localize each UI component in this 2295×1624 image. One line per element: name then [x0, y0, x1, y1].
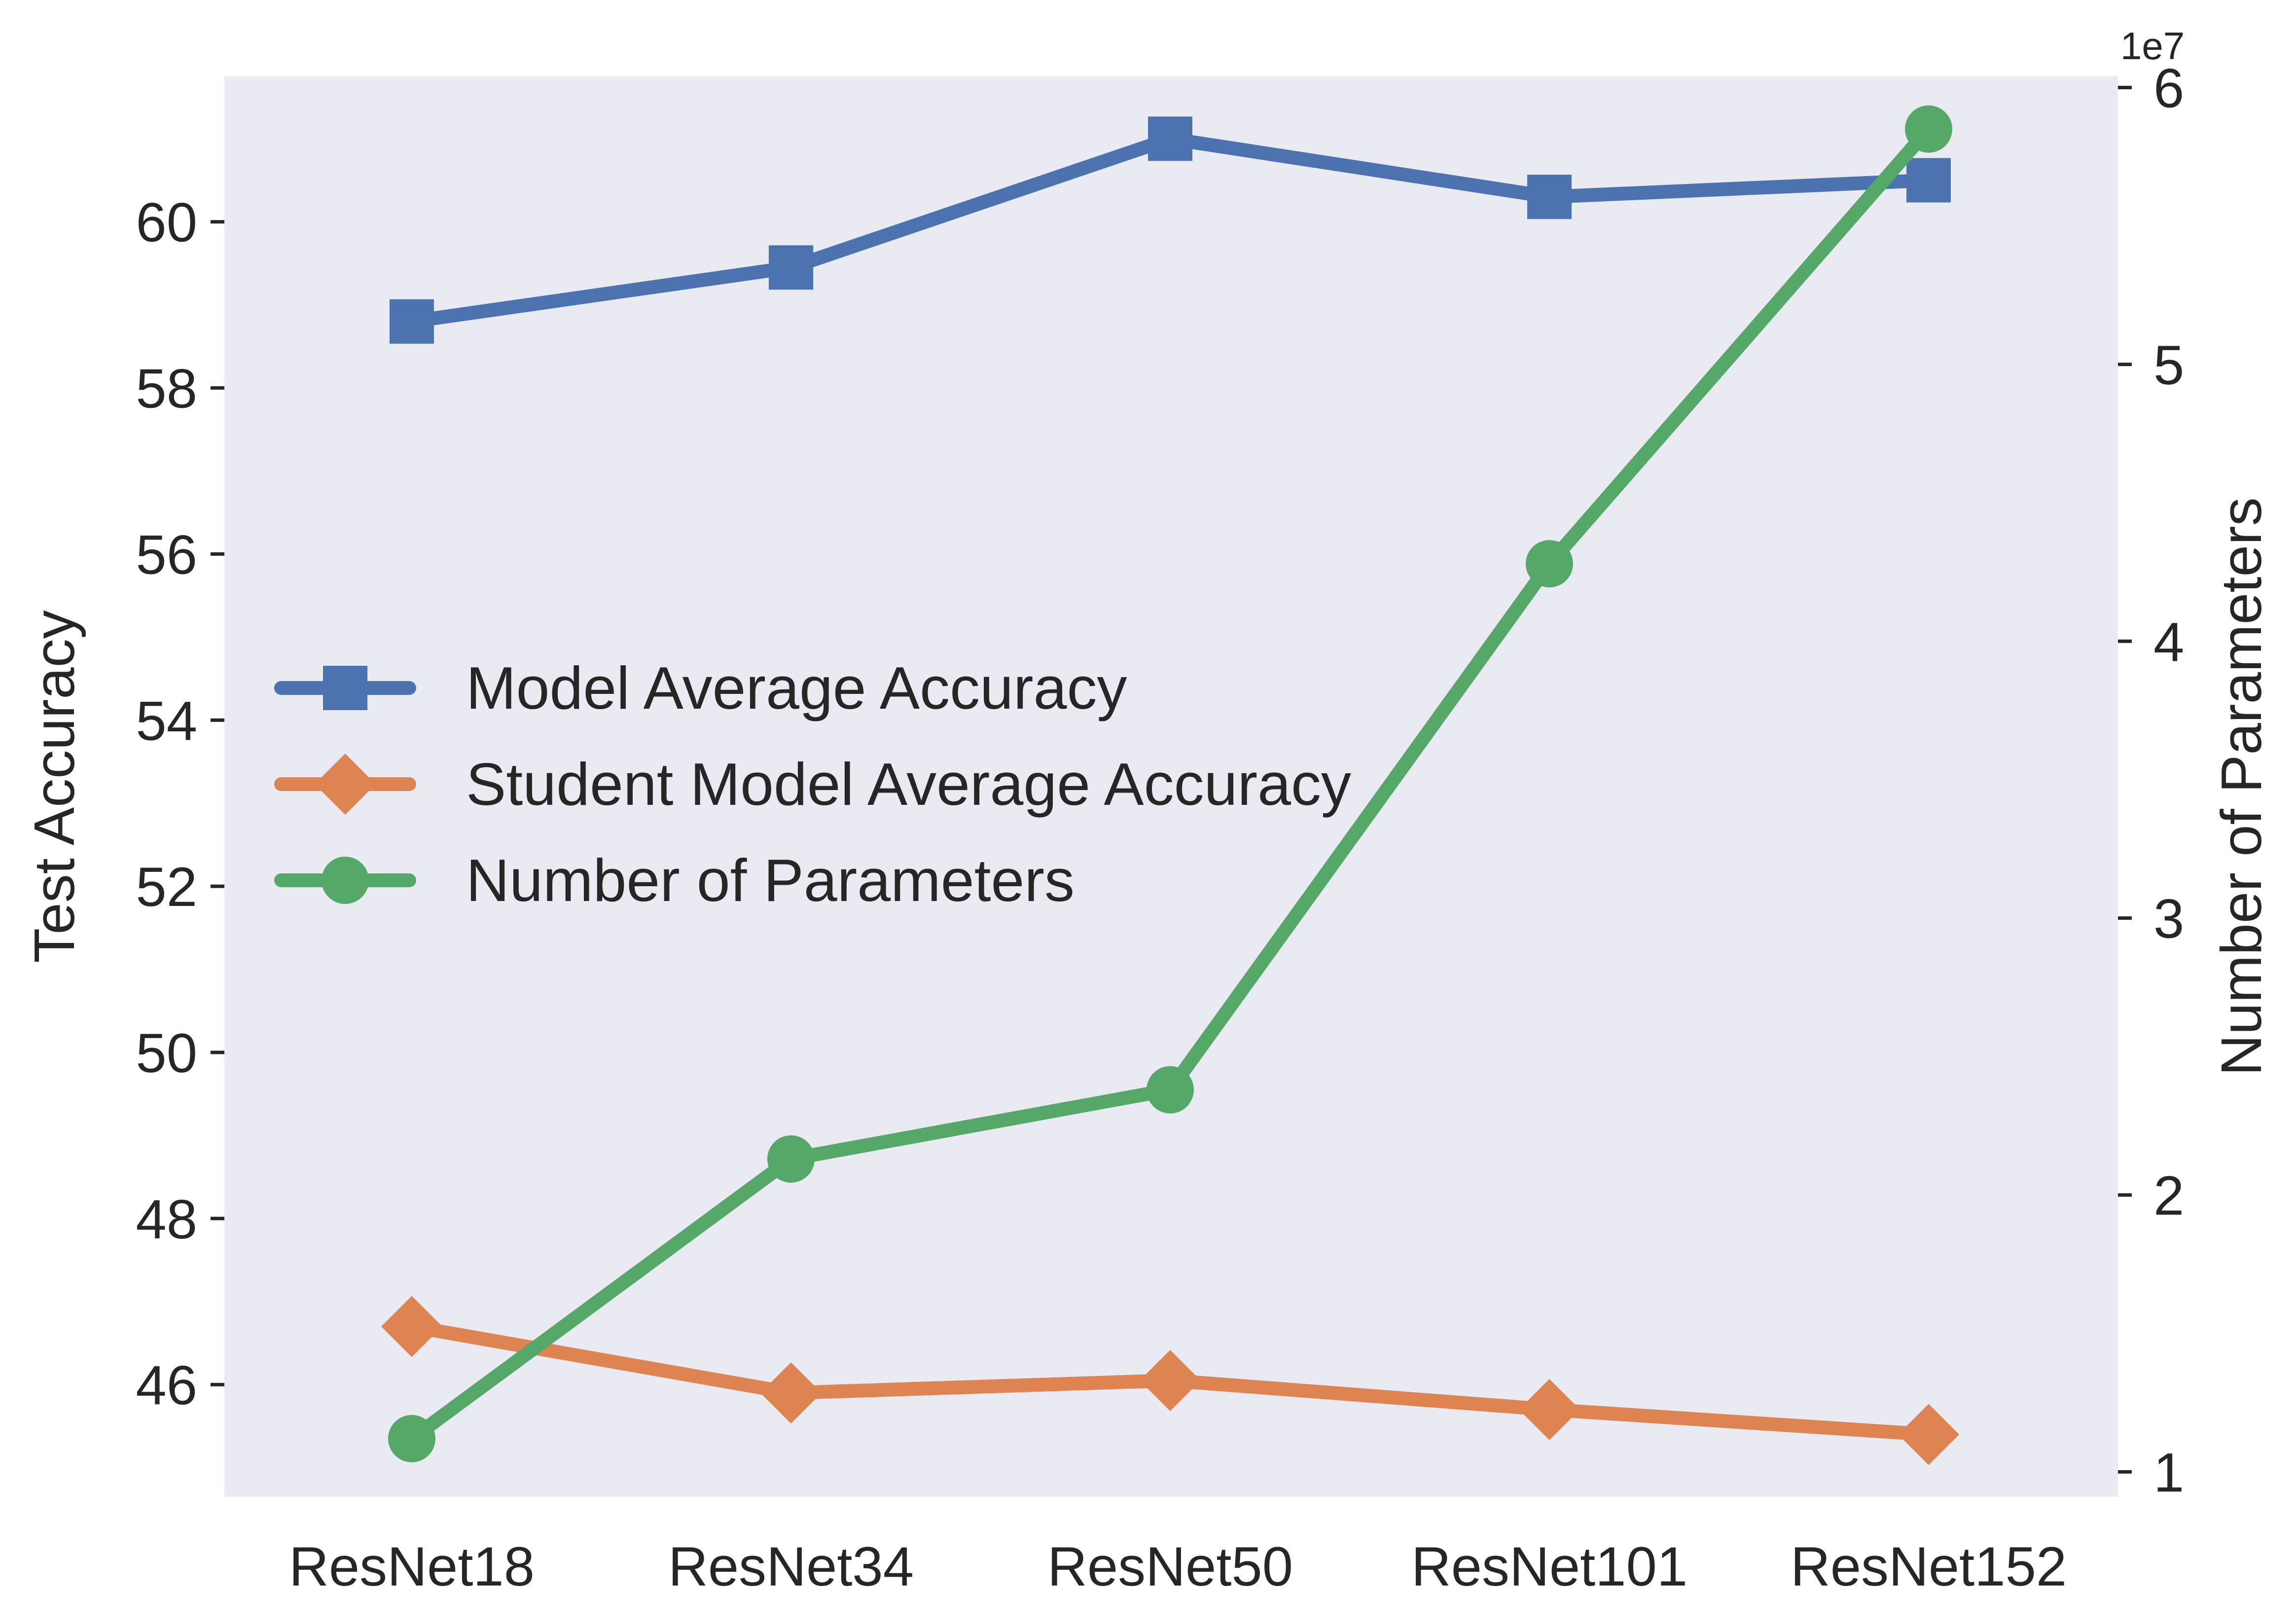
right-tick-label: 6	[2153, 57, 2184, 119]
data-point	[388, 1415, 435, 1463]
x-axis: ResNet18 ResNet34 ResNet50 ResNet101 ResNet1…	[289, 1536, 2067, 1597]
data-point	[767, 1135, 815, 1183]
right-tick-label: 3	[2153, 888, 2184, 950]
data-point	[760, 1362, 822, 1424]
data-point	[1905, 105, 1952, 153]
series-number-of-parameters	[388, 105, 1952, 1463]
legend-marker	[323, 666, 367, 710]
left-tick-label: 58	[136, 358, 197, 420]
data-point	[1148, 116, 1192, 161]
left-axis: 46 48 50 52 54 56 58 60	[136, 192, 224, 1416]
data-point	[381, 1296, 442, 1357]
x-tick-label: ResNet152	[1791, 1536, 2067, 1597]
left-tick-label: 46	[136, 1355, 197, 1416]
series-model-average-accuracy	[390, 116, 1951, 344]
right-tick-label: 4	[2153, 611, 2184, 673]
series-layer	[381, 105, 1959, 1465]
data-point	[1527, 175, 1572, 219]
right-axis-offset-label: 1e7	[2120, 24, 2185, 68]
data-point	[1147, 1066, 1194, 1114]
plot-area	[224, 76, 2118, 1497]
right-tick-label: 5	[2153, 334, 2184, 396]
right-axis-title: Number of Parameters	[2209, 497, 2273, 1076]
left-tick-label: 52	[136, 856, 197, 918]
right-tick-label: 1	[2153, 1442, 2184, 1503]
left-axis-title: Test Accuracy	[22, 610, 86, 963]
x-tick-label: ResNet34	[668, 1536, 914, 1597]
x-tick-label: ResNet18	[289, 1536, 535, 1597]
left-tick-label: 48	[136, 1189, 197, 1250]
data-point	[769, 245, 813, 290]
data-point	[1519, 1379, 1580, 1441]
left-tick-label: 50	[136, 1022, 197, 1084]
left-tick-label: 54	[136, 690, 197, 752]
legend-label: Model Average Accuracy	[466, 654, 1127, 722]
legend-marker	[315, 754, 376, 815]
right-axis: 1 2 3 4 5 6	[2118, 57, 2184, 1503]
data-point	[1526, 540, 1573, 588]
legend-label: Number of Parameters	[466, 847, 1075, 914]
data-point	[1898, 1404, 1959, 1465]
legend: Model Average Accuracy Student Model Aver…	[274, 654, 1351, 914]
left-tick-label: 60	[136, 192, 197, 253]
data-point	[1906, 158, 1951, 203]
legend-label: Student Model Average Accuracy	[466, 751, 1351, 818]
x-tick-label: ResNet101	[1411, 1536, 1687, 1597]
left-tick-label: 56	[136, 524, 197, 585]
legend-marker	[322, 857, 369, 904]
data-point	[390, 299, 434, 344]
x-tick-label: ResNet50	[1047, 1536, 1293, 1597]
data-point	[1140, 1350, 1201, 1411]
right-tick-label: 2	[2153, 1165, 2184, 1227]
series-student-model-average-accuracy	[381, 1296, 1959, 1465]
